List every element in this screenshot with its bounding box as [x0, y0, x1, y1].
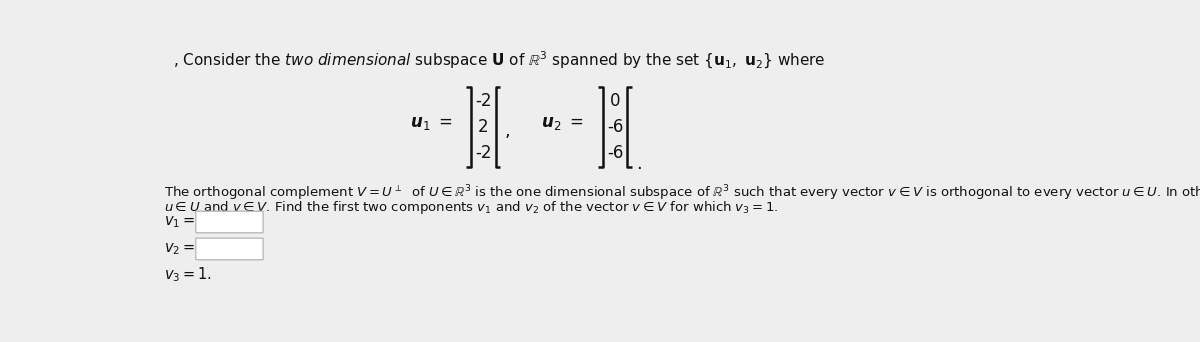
Text: $u \in U$ and $v \in V$. Find the first two components $v_1$ and $v_2$ of the ve: $u \in U$ and $v \in V$. Find the first …: [164, 199, 779, 216]
FancyBboxPatch shape: [196, 238, 263, 260]
Text: ,: ,: [504, 122, 510, 140]
Text: $v_2 =$: $v_2 =$: [164, 241, 196, 257]
Text: -2: -2: [475, 144, 492, 162]
Text: -6: -6: [607, 118, 623, 136]
Text: $\boldsymbol{u}_1\ =$: $\boldsymbol{u}_1\ =$: [409, 115, 452, 132]
Text: , Consider the $\it{two\ dimensional}$ subspace $\mathbf{U}$ of $\mathbb{R}^3$ s: , Consider the $\it{two\ dimensional}$ s…: [173, 50, 826, 71]
Text: 0: 0: [610, 92, 620, 110]
Text: -6: -6: [607, 144, 623, 162]
Text: The orthogonal complement $V = U^\perp$  of $U \in \mathbb{R}^3$ is the one dime: The orthogonal complement $V = U^\perp$ …: [164, 184, 1200, 203]
Text: 2: 2: [478, 118, 488, 136]
Text: -2: -2: [475, 92, 492, 110]
Text: $v_1 =$: $v_1 =$: [164, 214, 196, 230]
Text: .: .: [636, 155, 642, 173]
Text: $v_3 = 1.$: $v_3 = 1.$: [164, 266, 212, 285]
FancyBboxPatch shape: [196, 211, 263, 233]
Text: $\boldsymbol{u}_2\ =$: $\boldsymbol{u}_2\ =$: [541, 115, 584, 132]
